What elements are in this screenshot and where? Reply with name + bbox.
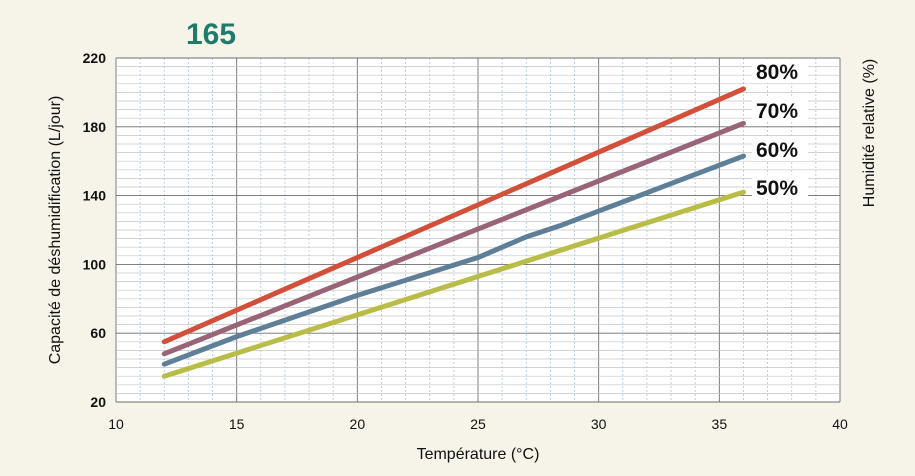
series-label-bg [752,59,808,83]
series-labels: 80% 70% 60% 50% [752,59,808,200]
right-axis-label: Humidité relative (%) [861,59,878,207]
y-tick-label: 20 [90,394,106,410]
series-label-50: 50% [756,177,798,200]
y-tick-label: 60 [90,325,106,341]
x-tick-label: 25 [470,416,486,432]
series-label-70: 70% [756,100,798,123]
x-tick-label: 30 [591,416,607,432]
gridlines [115,57,841,403]
series-label-bg [752,98,808,122]
y-axis-label: Capacité de déshumidification (L/jour) [47,96,64,365]
x-tick-label: 15 [229,416,245,432]
x-tick-label: 40 [832,416,848,432]
y-tick-label: 220 [83,50,107,66]
x-tick-label: 10 [108,416,124,432]
x-ticks: 10 15 20 25 30 35 40 [108,416,848,432]
series-line-70 [161,120,746,357]
series-line-60 [161,153,746,367]
x-axis-label: Température (°C) [417,446,540,463]
y-tick-label: 140 [83,188,107,204]
y-tick-label: 100 [83,256,107,272]
y-tick-label: 180 [83,119,107,135]
series-label-bg [752,175,808,199]
series-lines [161,86,746,379]
series-label-80: 80% [756,61,798,84]
series-label-bg [752,137,808,161]
x-tick-label: 20 [350,416,366,432]
chart-title: 165 [186,18,236,51]
y-ticks: 20 60 100 140 180 220 [83,50,107,410]
series-line-50 [161,189,746,379]
series-line-80 [161,86,746,345]
series-label-60: 60% [756,139,798,162]
x-tick-label: 35 [712,416,728,432]
